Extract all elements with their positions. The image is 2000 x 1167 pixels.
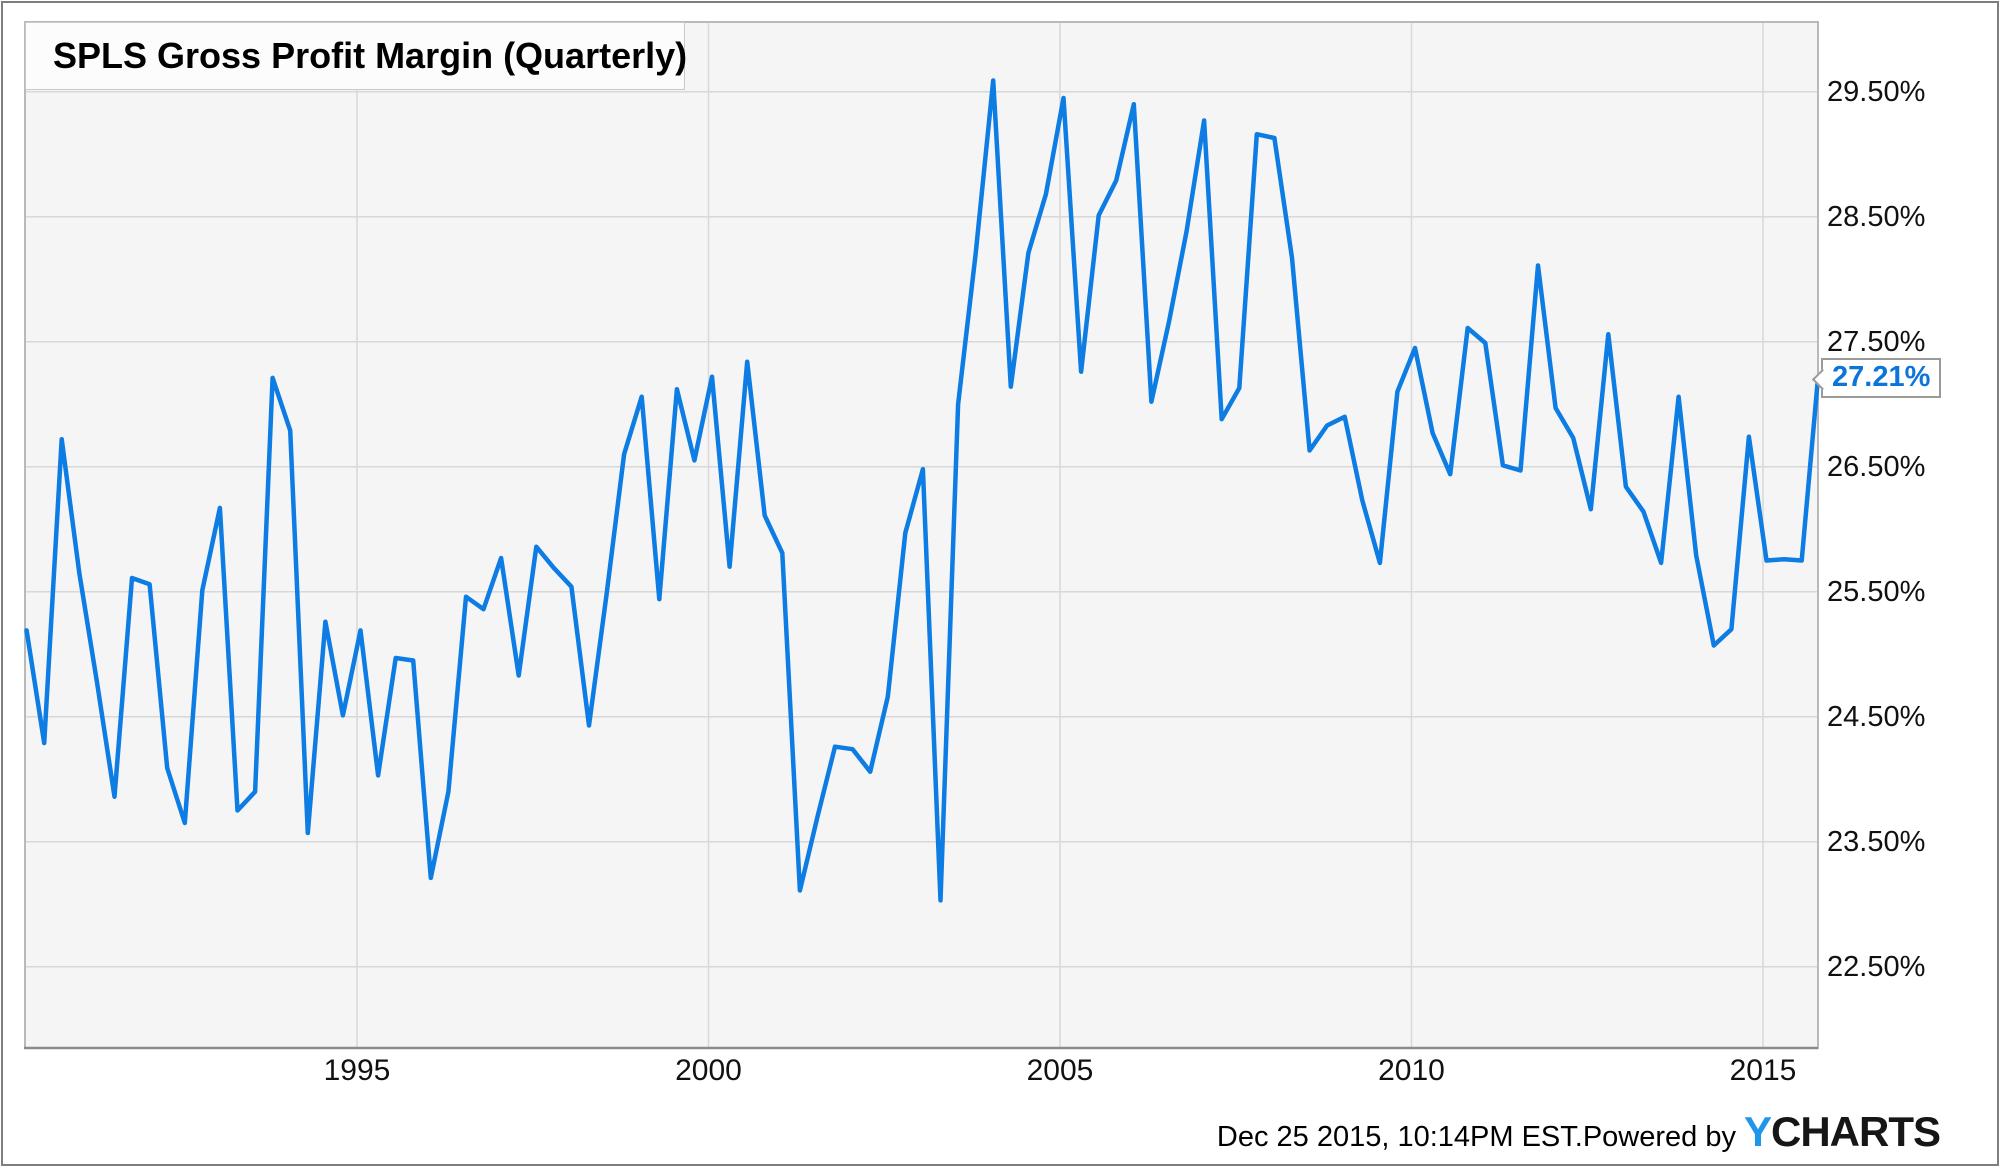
y-tick-label: 23.50% [1827,825,1926,858]
current-value-text: 27.21% [1832,361,1931,394]
y-tick-label: 22.50% [1827,950,1926,983]
chart-title: SPLS Gross Profit Margin (Quarterly) [53,35,688,76]
x-tick-label: 2005 [1026,1054,1094,1087]
y-tick-label: 29.50% [1827,75,1926,108]
logo-y: Y [1743,1108,1772,1155]
timestamp-text: Dec 25 2015, 10:14PM EST. [1216,1121,1583,1153]
series-line [24,78,1821,903]
ycharts-logo: Y CHARTS [1743,1108,1941,1156]
y-tick-label: 27.50% [1827,325,1926,358]
y-tick-label: 28.50% [1827,200,1926,233]
x-tick-label: 2015 [1729,1054,1797,1087]
y-tick-label: 26.50% [1827,450,1926,483]
x-tick-label: 2010 [1378,1054,1445,1087]
current-value-badge: 27.21% [1811,357,1942,398]
x-tick-label: 2000 [675,1054,742,1087]
x-tick-label: 1995 [323,1054,391,1087]
logo-charts: CHARTS [1771,1108,1941,1155]
title-box: SPLS Gross Profit Margin (Quarterly) [25,22,688,90]
powered-by-text: Powered by [1582,1121,1736,1153]
y-tick-label: 25.50% [1827,575,1926,608]
y-tick-label: 24.50% [1827,700,1926,733]
plot-background [25,22,1818,1048]
attribution: Dec 25 2015, 10:14PM EST. Powered by Y CHAR… [1216,1108,1941,1156]
